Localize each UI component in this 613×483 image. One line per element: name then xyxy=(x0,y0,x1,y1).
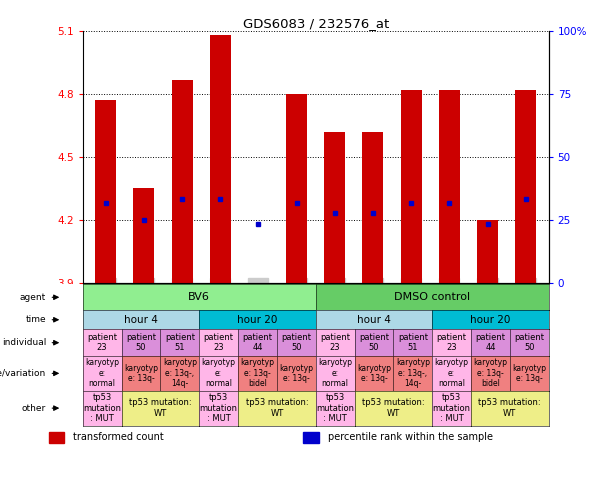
Text: karyotyp
e: 13q-: karyotyp e: 13q- xyxy=(512,364,546,383)
Text: tp53 mutation:
WT: tp53 mutation: WT xyxy=(246,398,308,418)
Text: patient
23: patient 23 xyxy=(204,333,234,353)
Text: agent: agent xyxy=(20,293,46,302)
Text: transformed count: transformed count xyxy=(73,432,164,442)
Text: patient
50: patient 50 xyxy=(359,333,389,353)
Text: karyotyp
e: 13q-
bidel: karyotyp e: 13q- bidel xyxy=(473,358,508,388)
Text: karyotyp
e: 13q-: karyotyp e: 13q- xyxy=(124,364,158,383)
Text: karyotyp
e: 13q-: karyotyp e: 13q- xyxy=(280,364,313,383)
Text: hour 20: hour 20 xyxy=(470,315,511,325)
Bar xyxy=(95,100,116,283)
Bar xyxy=(303,432,319,443)
Bar xyxy=(439,90,460,283)
Bar xyxy=(324,132,345,283)
Text: other: other xyxy=(22,404,46,412)
Text: patient
23: patient 23 xyxy=(87,333,117,353)
Bar xyxy=(210,34,230,283)
Text: tp53 mutation:
WT: tp53 mutation: WT xyxy=(479,398,541,418)
Text: hour 4: hour 4 xyxy=(357,315,391,325)
Bar xyxy=(286,94,307,283)
Text: patient
44: patient 44 xyxy=(243,333,272,353)
Text: patient
51: patient 51 xyxy=(165,333,195,353)
Text: karyotyp
e: 13q-
bidel: karyotyp e: 13q- bidel xyxy=(240,358,275,388)
Title: GDS6083 / 232576_at: GDS6083 / 232576_at xyxy=(243,17,389,30)
Text: tp53 mutation:
WT: tp53 mutation: WT xyxy=(129,398,192,418)
Text: BV6: BV6 xyxy=(188,292,210,302)
Text: tp53 mutation:
WT: tp53 mutation: WT xyxy=(362,398,425,418)
Bar xyxy=(515,90,536,283)
Bar xyxy=(477,220,498,283)
Text: karyotyp
e:
normal: karyotyp e: normal xyxy=(202,358,235,388)
Text: karyotyp
e:
normal: karyotyp e: normal xyxy=(435,358,468,388)
Text: patient
51: patient 51 xyxy=(398,333,428,353)
Bar xyxy=(401,90,422,283)
Text: tp53
mutation
: MUT: tp53 mutation : MUT xyxy=(83,393,121,423)
Text: individual: individual xyxy=(2,338,46,347)
Text: patient
23: patient 23 xyxy=(320,333,350,353)
Text: karyotyp
e: 13q-,
14q-: karyotyp e: 13q-, 14q- xyxy=(396,358,430,388)
Text: patient
44: patient 44 xyxy=(476,333,505,353)
Text: patient
50: patient 50 xyxy=(514,333,544,353)
Text: tp53
mutation
: MUT: tp53 mutation : MUT xyxy=(316,393,354,423)
Text: DMSO control: DMSO control xyxy=(394,292,470,302)
Text: karyotyp
e: 13q-: karyotyp e: 13q- xyxy=(357,364,391,383)
Text: time: time xyxy=(26,315,46,324)
Text: karyotyp
e:
normal: karyotyp e: normal xyxy=(85,358,119,388)
Text: hour 20: hour 20 xyxy=(237,315,278,325)
Text: patient
50: patient 50 xyxy=(126,333,156,353)
Text: tp53
mutation
: MUT: tp53 mutation : MUT xyxy=(200,393,238,423)
Bar xyxy=(362,132,384,283)
Text: genotype/variation: genotype/variation xyxy=(0,369,46,378)
Text: patient
50: patient 50 xyxy=(281,333,311,353)
Text: tp53
mutation
: MUT: tp53 mutation : MUT xyxy=(433,393,471,423)
Text: karyotyp
e:
normal: karyotyp e: normal xyxy=(318,358,352,388)
Text: patient
23: patient 23 xyxy=(436,333,466,353)
Bar xyxy=(134,188,154,283)
Text: percentile rank within the sample: percentile rank within the sample xyxy=(328,432,493,442)
Bar xyxy=(48,432,64,443)
Bar xyxy=(172,80,192,283)
Text: hour 4: hour 4 xyxy=(124,315,158,325)
Text: karyotyp
e: 13q-,
14q-: karyotyp e: 13q-, 14q- xyxy=(163,358,197,388)
